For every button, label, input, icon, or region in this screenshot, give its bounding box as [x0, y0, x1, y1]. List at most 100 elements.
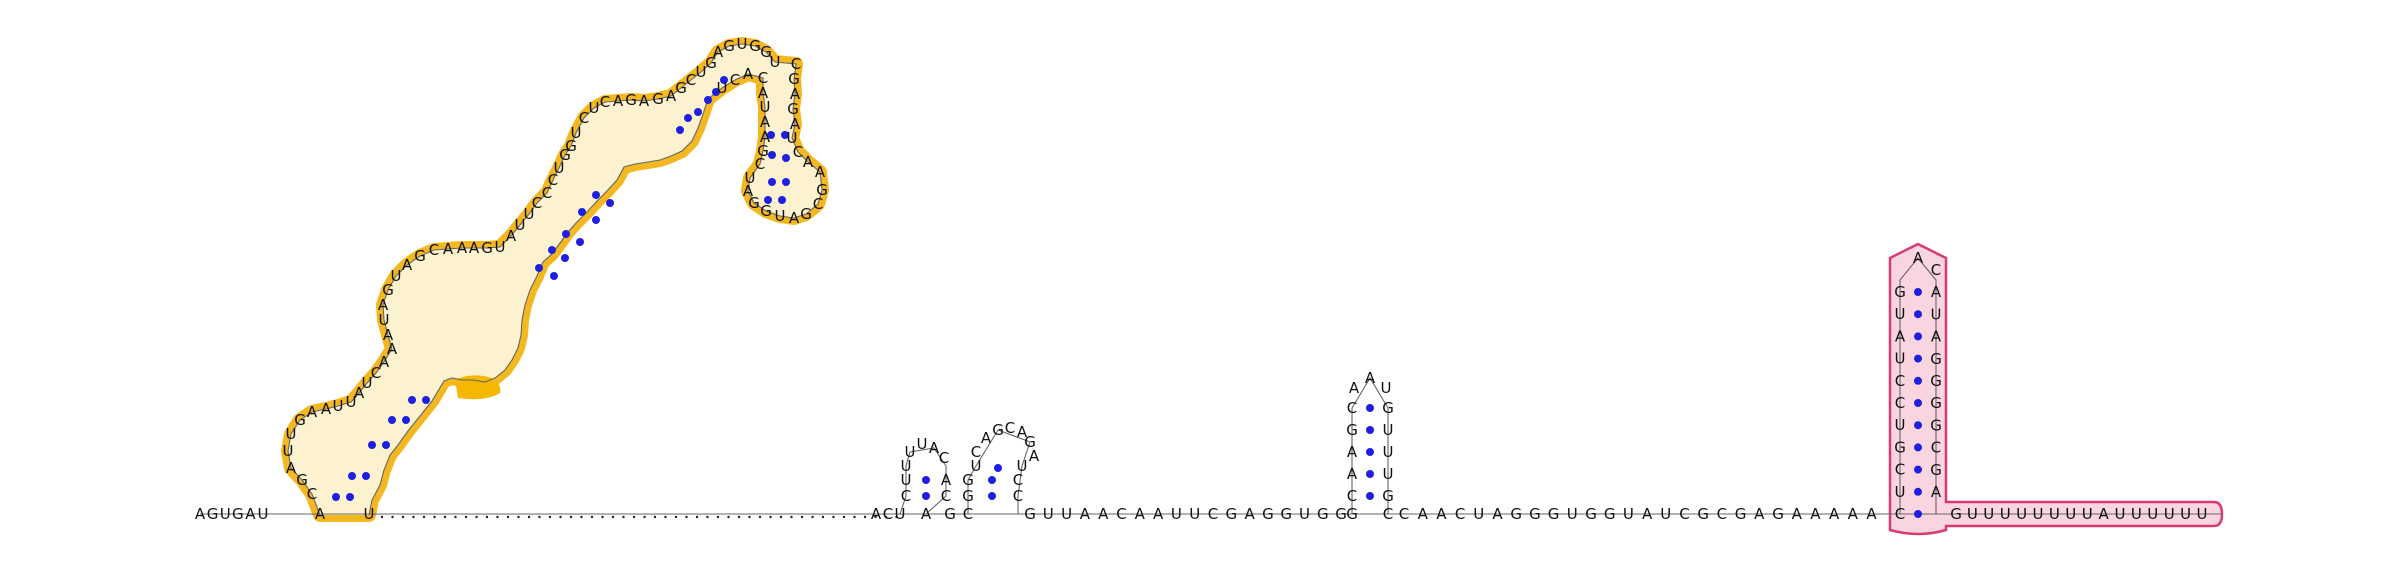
linker-nucleotide	[548, 515, 552, 519]
nucleotide: A	[1642, 505, 1653, 523]
nucleotide: G	[944, 505, 956, 523]
nucleotide: G	[232, 505, 244, 523]
base-pair-dot	[1366, 492, 1374, 500]
nucleotide: U	[1043, 505, 1054, 523]
nucleotide: A	[760, 113, 771, 131]
nucleotide: U	[2000, 505, 2011, 523]
nucleotide: U	[364, 505, 375, 523]
linker-nucleotide	[727, 515, 730, 519]
linker-nucleotide	[433, 515, 436, 519]
base-pair-dot	[1914, 399, 1922, 407]
nucleotide: C	[532, 194, 542, 212]
nucleotide: C	[686, 71, 696, 89]
base-pair-dot	[782, 178, 790, 186]
base-pair-dot	[402, 416, 410, 424]
base-pair-dot	[332, 493, 340, 501]
nucleotide: G	[787, 100, 799, 118]
nucleotide: C	[1895, 394, 1905, 412]
nucleotide: A	[1492, 505, 1503, 523]
nucleotide: A	[666, 87, 677, 105]
nucleotide: A	[1244, 505, 1255, 523]
nucleotide: A	[379, 353, 390, 371]
nucleotide: U	[895, 505, 906, 523]
base-pair-dot	[767, 131, 775, 139]
nucleotide: U	[554, 159, 565, 177]
linker-nucleotide	[632, 515, 636, 519]
nucleotide: C	[1679, 505, 1689, 523]
linker-nucleotide	[695, 515, 699, 519]
nucleotide: A	[789, 209, 800, 227]
base-pair-dot	[422, 396, 430, 404]
nucleotide: U	[901, 457, 912, 475]
nucleotide: U	[1061, 505, 1072, 523]
nucleotide: C	[1013, 471, 1023, 489]
nucleotide: G	[1697, 505, 1709, 523]
linker-nucleotide	[790, 515, 793, 519]
base-pair-dot	[561, 254, 569, 262]
nucleotide: U	[2147, 505, 2158, 523]
nucleotide: U	[775, 207, 786, 225]
nucleotide: C	[1399, 505, 1409, 523]
nucleotide: G	[757, 142, 769, 160]
nucleotide: C	[371, 364, 381, 382]
nucleotide: C	[1347, 399, 1357, 417]
base-pair-dot	[764, 196, 772, 204]
nucleotide: A	[929, 439, 940, 457]
nucleotide: G	[1382, 399, 1394, 417]
linker-nucleotide	[611, 515, 615, 519]
nucleotide: G	[1735, 505, 1747, 523]
nucleotide: A	[1029, 447, 1040, 465]
nucleotide: U	[696, 63, 707, 81]
nucleotide: A	[743, 65, 754, 83]
nucleotide: C	[793, 143, 803, 161]
nucleotide: A	[790, 85, 801, 103]
nucleotide: A	[354, 384, 365, 402]
linker-nucleotide	[475, 515, 478, 519]
base-pair-dot	[922, 476, 930, 484]
linker-nucleotide	[517, 515, 520, 519]
nucleotide: A	[1931, 328, 1942, 346]
nucleotide: U	[2131, 505, 2142, 523]
nucleotide: A	[1792, 505, 1803, 523]
base-pair-dot	[1366, 426, 1374, 434]
nucleotide: A	[1153, 505, 1164, 523]
nucleotide: G	[1950, 505, 1962, 523]
base-pair-dot	[1914, 510, 1922, 518]
base-pair-dot	[1914, 487, 1922, 496]
nucleotide: A	[921, 505, 932, 523]
nucleotide: U	[1383, 421, 1394, 439]
nucleotide: C	[429, 241, 439, 259]
linker-nucleotide	[758, 515, 762, 519]
nucleotide: A	[743, 182, 754, 200]
nucleotide: U	[346, 393, 357, 411]
linker-nucleotide	[527, 515, 531, 519]
nucleotide: A	[315, 505, 326, 523]
nucleotide: U	[589, 99, 600, 117]
nucleotide: C	[579, 109, 589, 127]
nucleotide: G	[382, 281, 394, 299]
nucleotide: A	[506, 227, 517, 245]
nucleotide: U	[571, 124, 582, 142]
base-pair-dot	[578, 208, 586, 216]
nucleotide: G	[1585, 505, 1597, 523]
linker-nucleotide	[674, 515, 678, 519]
base-pair-dot	[1914, 421, 1922, 430]
nucleotide: A	[815, 163, 826, 181]
nucleotide: U	[917, 435, 928, 453]
nucleotide: G	[1930, 350, 1942, 368]
nucleotide: A	[307, 403, 318, 421]
linker-nucleotide	[853, 515, 856, 519]
nucleotide: C	[1005, 419, 1015, 437]
nucleotide: U	[1383, 465, 1394, 483]
nucleotide: A	[760, 128, 771, 146]
nucleotide: G	[625, 91, 637, 109]
nucleotide: A	[245, 505, 256, 523]
backbone-segment	[967, 429, 1031, 514]
nucleotide: C	[755, 155, 765, 173]
linker-nucleotide	[643, 515, 646, 519]
nucleotide: U	[1473, 505, 1484, 523]
nucleotide: G	[1930, 416, 1942, 434]
linker-nucleotide	[895, 515, 898, 519]
nucleotide: G	[1024, 505, 1036, 523]
